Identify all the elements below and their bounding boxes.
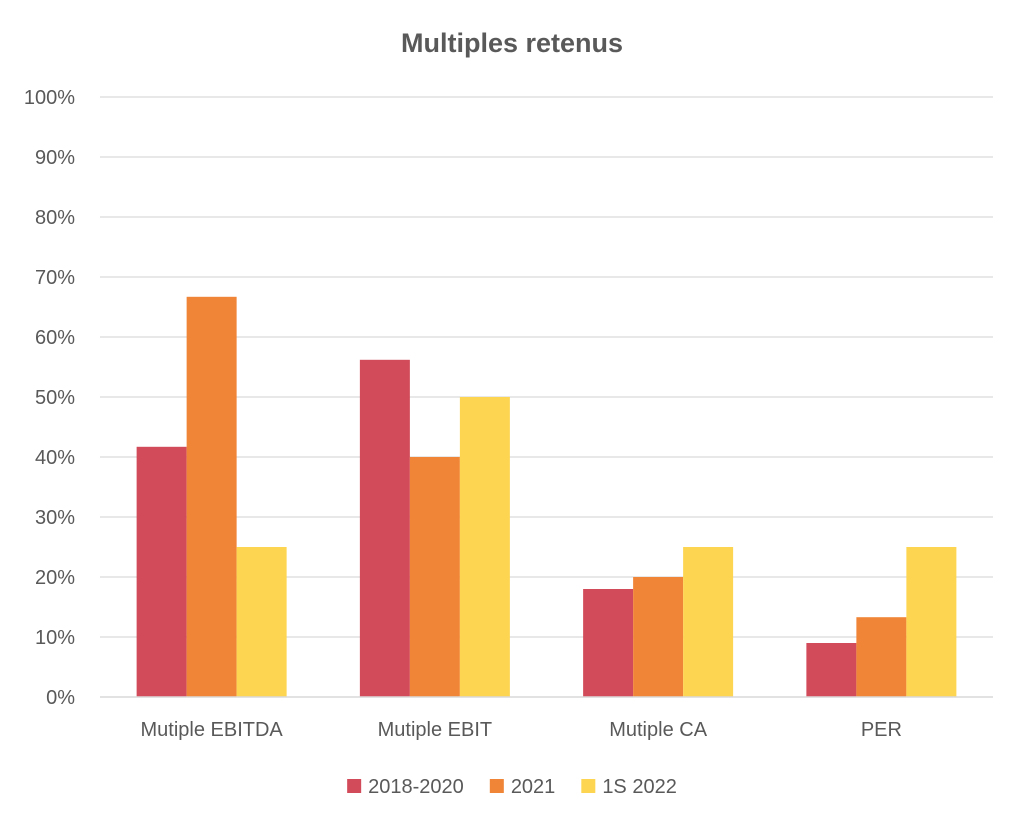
y-tick-label: 50% <box>35 387 75 409</box>
bar-2021-1 <box>409 457 460 697</box>
y-tick-label: 0% <box>46 687 75 709</box>
y-axis-ticks: 0% 10% 20% 30% 40% 50% 60% 70% 80% 90% 100% <box>24 87 75 709</box>
bar-2021-0 <box>186 296 237 697</box>
bar-2018-2020-1 <box>359 359 410 697</box>
x-axis-ticks: Mutiple EBITDA Mutiple EBIT Mutiple CA PER <box>140 719 901 741</box>
bar-1s-2022-3 <box>906 547 957 697</box>
bar-1s-2022-2 <box>683 547 734 697</box>
bar-2018-2020-0 <box>136 446 187 697</box>
y-tick-label: 20% <box>35 567 75 589</box>
y-tick-label: 30% <box>35 507 75 529</box>
legend-swatch <box>489 779 504 793</box>
bar-2018-2020-2 <box>583 589 634 697</box>
bar-1s-2022-1 <box>459 397 510 697</box>
x-tick-label: Mutiple CA <box>609 719 707 741</box>
x-tick-label: Mutiple EBIT <box>378 719 492 741</box>
bar-2021-2 <box>633 577 684 697</box>
y-tick-label: 90% <box>35 147 75 169</box>
bar-2021-3 <box>856 617 907 697</box>
y-tick-label: 10% <box>35 627 75 649</box>
legend-swatch <box>347 779 362 793</box>
bar-1s-2022-0 <box>236 547 287 697</box>
y-tick-label: 100% <box>24 87 75 109</box>
y-tick-label: 70% <box>35 267 75 289</box>
legend-label: 1S 2022 <box>602 776 677 798</box>
y-tick-label: 80% <box>35 207 75 229</box>
x-tick-label: Mutiple EBITDA <box>140 719 283 741</box>
chart-title: Multiples retenus <box>401 28 623 58</box>
legend: 2018-2020 2021 1S 2022 <box>347 776 677 798</box>
y-tick-label: 60% <box>35 327 75 349</box>
legend-label: 2021 <box>511 776 556 798</box>
legend-label: 2018-2020 <box>368 776 464 798</box>
bars <box>136 296 957 697</box>
y-tick-label: 40% <box>35 447 75 469</box>
x-tick-label: PER <box>861 719 902 741</box>
bar-2018-2020-3 <box>806 643 857 697</box>
legend-swatch <box>581 779 596 793</box>
